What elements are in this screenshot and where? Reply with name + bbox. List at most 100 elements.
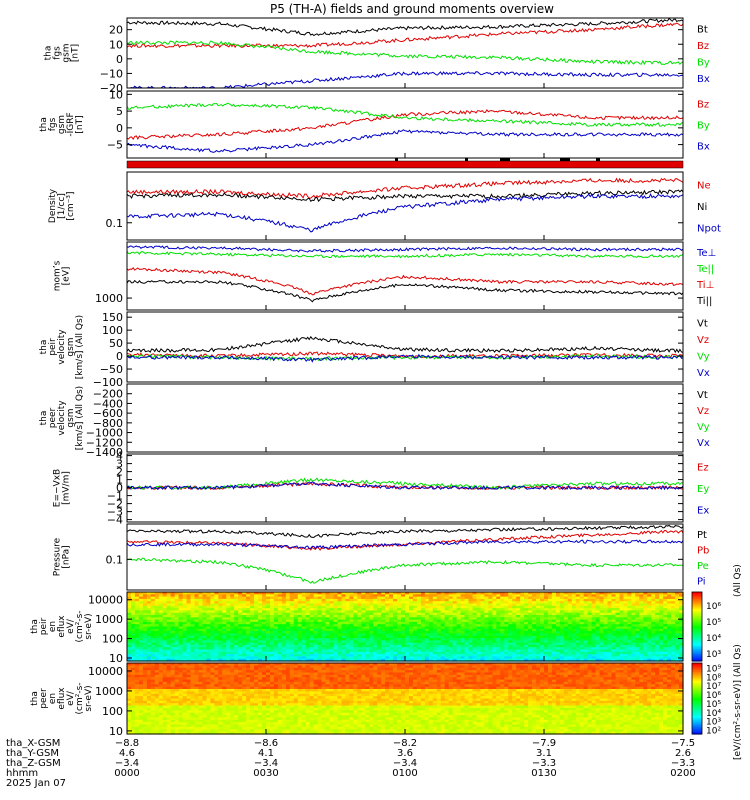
heatmap-cell [158,592,164,595]
heatmap-cell [206,598,211,602]
heatmap-cell [603,612,609,616]
heatmap-cell [174,672,180,676]
heatmap-cell [138,703,144,707]
heatmap-cell [262,617,267,621]
heatmap-cell [162,647,168,651]
heatmap-cell [293,608,299,611]
heatmap-cell [480,612,486,616]
heatmap-cell [214,647,219,651]
heatmap-cell [337,594,343,598]
heatmap-cell [166,615,172,618]
heatmap-cell [595,626,601,630]
heatmap-cell [424,598,430,602]
heatmap-cell [154,696,160,700]
heatmap-cell [472,631,478,634]
heatmap-cell [186,617,192,621]
heatmap-cell [353,638,358,641]
heatmap-cell [579,649,585,653]
heatmap-cell [230,617,235,621]
heatmap-cell [134,665,140,669]
heatmap-cell [389,640,394,644]
heatmap-cell [174,610,180,614]
heatmap-cell [611,617,617,621]
heatmap-cell [138,617,144,621]
heatmap-cell [166,679,172,683]
heatmap-cell [127,651,132,655]
heatmap-cell [150,626,156,630]
heatmap-cell [309,608,315,611]
heatmap-cell [655,605,660,609]
heatmap-cell [154,619,160,623]
heatmap-cell [206,626,211,630]
heatmap-cell [420,617,426,621]
heatmap-cell [373,635,378,639]
heatmap-cell [563,598,569,602]
heatmap-cell [619,654,625,657]
heatmap-cell [246,631,251,634]
heatmap-cell [536,617,541,621]
heatmap-cell [440,603,446,607]
heatmap-cell [329,654,335,657]
heatmap-cell [575,617,581,621]
heatmap-cell [210,635,215,639]
heatmap-cell [456,640,462,644]
heatmap-cell [250,626,255,630]
heatmap-cell [182,700,188,704]
y-tick-label: 1000 [95,613,123,626]
heatmap-cell [289,631,295,634]
heatmap-cell [651,615,656,618]
heatmap-cell [357,615,362,618]
heatmap-cell [162,638,168,641]
heatmap-cell [301,654,307,657]
heatmap-cell [389,654,394,657]
heatmap-cell [631,596,636,600]
heatmap-cell [412,658,418,662]
heatmap-cell [345,651,350,655]
heatmap-cell [599,624,605,628]
heatmap-cell [663,594,668,598]
heatmap-cell [512,608,517,611]
heatmap-cell [432,640,438,644]
heatmap-cell [500,603,505,607]
heatmap-cell [246,638,251,641]
heatmap-cell [603,624,609,628]
heatmap-cell [134,712,140,716]
heatmap-cell [357,592,362,595]
heatmap-cell [607,642,613,646]
heatmap-cell [472,649,478,653]
heatmap-cell [246,633,251,637]
heatmap-cell [158,715,164,719]
heatmap-cell [655,633,660,637]
heatmap-cell [138,658,144,662]
heatmap-cell [158,635,164,639]
heatmap-cell [412,642,418,646]
heatmap-cell [146,700,152,704]
heatmap-cell [484,644,489,648]
heatmap-cell [440,642,446,646]
heatmap-cell [428,596,434,600]
heatmap-cell [675,592,680,595]
heatmap-cell [436,610,442,614]
heatmap-cell [289,598,295,602]
heatmap-cell [270,649,275,653]
heatmap-cell [238,621,243,625]
heatmap-cell [492,640,497,644]
heatmap-cell [333,603,339,607]
heatmap-cell [496,624,501,628]
heatmap-cell [361,603,366,607]
heatmap-cell [138,592,144,595]
heatmap-cell [222,638,227,641]
heatmap-cell [186,649,192,653]
heatmap-cell [615,617,621,621]
heatmap-cell [492,610,497,614]
heatmap-cell [512,598,517,602]
heatmap-cell [131,621,136,625]
heatmap-cell [409,624,414,628]
heatmap-cell [138,635,144,639]
heatmap-cell [345,592,350,595]
heatmap-cell [659,594,664,598]
heatmap-cell [142,651,148,655]
heatmap-cell [345,615,350,618]
heatmap-cell [131,696,136,700]
heatmap-cell [158,628,164,632]
